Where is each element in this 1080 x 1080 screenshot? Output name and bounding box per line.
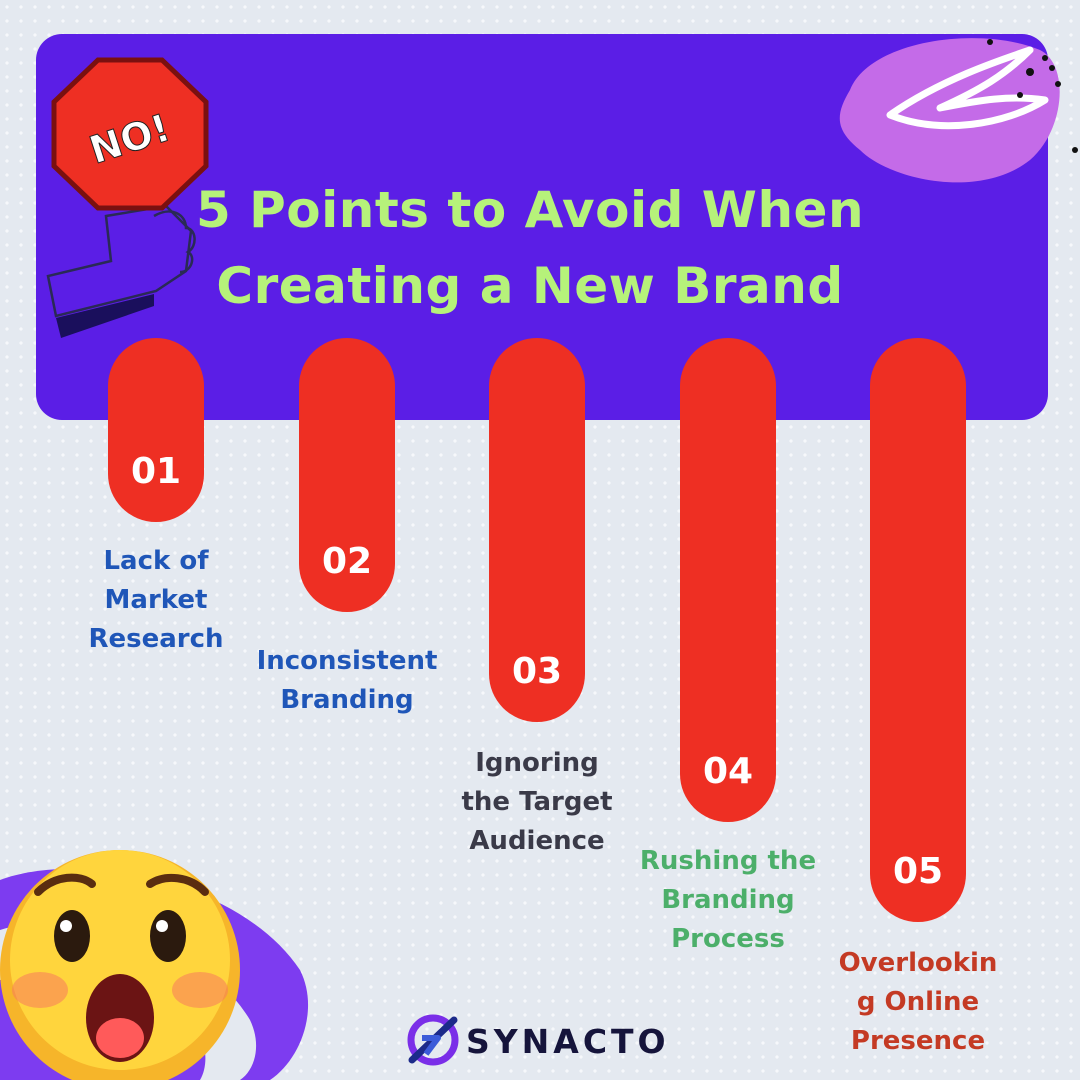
point-label-5: Overlookin g Online Presence <box>838 948 998 1056</box>
point-label-2: Inconsistent Branding <box>256 646 438 715</box>
synacto-logo-icon <box>407 1014 459 1066</box>
point-bar-3: 03 <box>489 338 585 722</box>
petal-decoration <box>839 38 1078 183</box>
title-line-1: 5 Points to Avoid When <box>195 181 865 239</box>
point-number: 02 <box>321 541 373 582</box>
point-label-3: Ignoring the Target Audience <box>461 748 613 856</box>
brand-name: SYNACTO <box>466 1022 670 1061</box>
point-number: 05 <box>892 851 944 892</box>
point-number: 04 <box>702 751 754 792</box>
stop-sign-icon: NO! <box>46 57 209 338</box>
point-number: 03 <box>511 651 563 692</box>
page-title: 5 Points to Avoid When Creating a New Br… <box>160 172 900 324</box>
point-bar-1: 01 <box>108 338 204 522</box>
point-label-4: Rushing the Branding Process <box>639 846 817 954</box>
brand-logo: SYNACTO <box>404 1008 684 1072</box>
shocked-emoji-icon <box>0 850 309 1080</box>
point-bar-2: 02 <box>299 338 395 612</box>
point-bar-4: 04 <box>680 338 776 822</box>
point-bar-5: 05 <box>870 338 966 922</box>
point-label-1: Lack of Market Research <box>88 546 224 654</box>
title-line-2: Creating a New Brand <box>216 257 844 315</box>
point-number: 01 <box>130 451 182 492</box>
